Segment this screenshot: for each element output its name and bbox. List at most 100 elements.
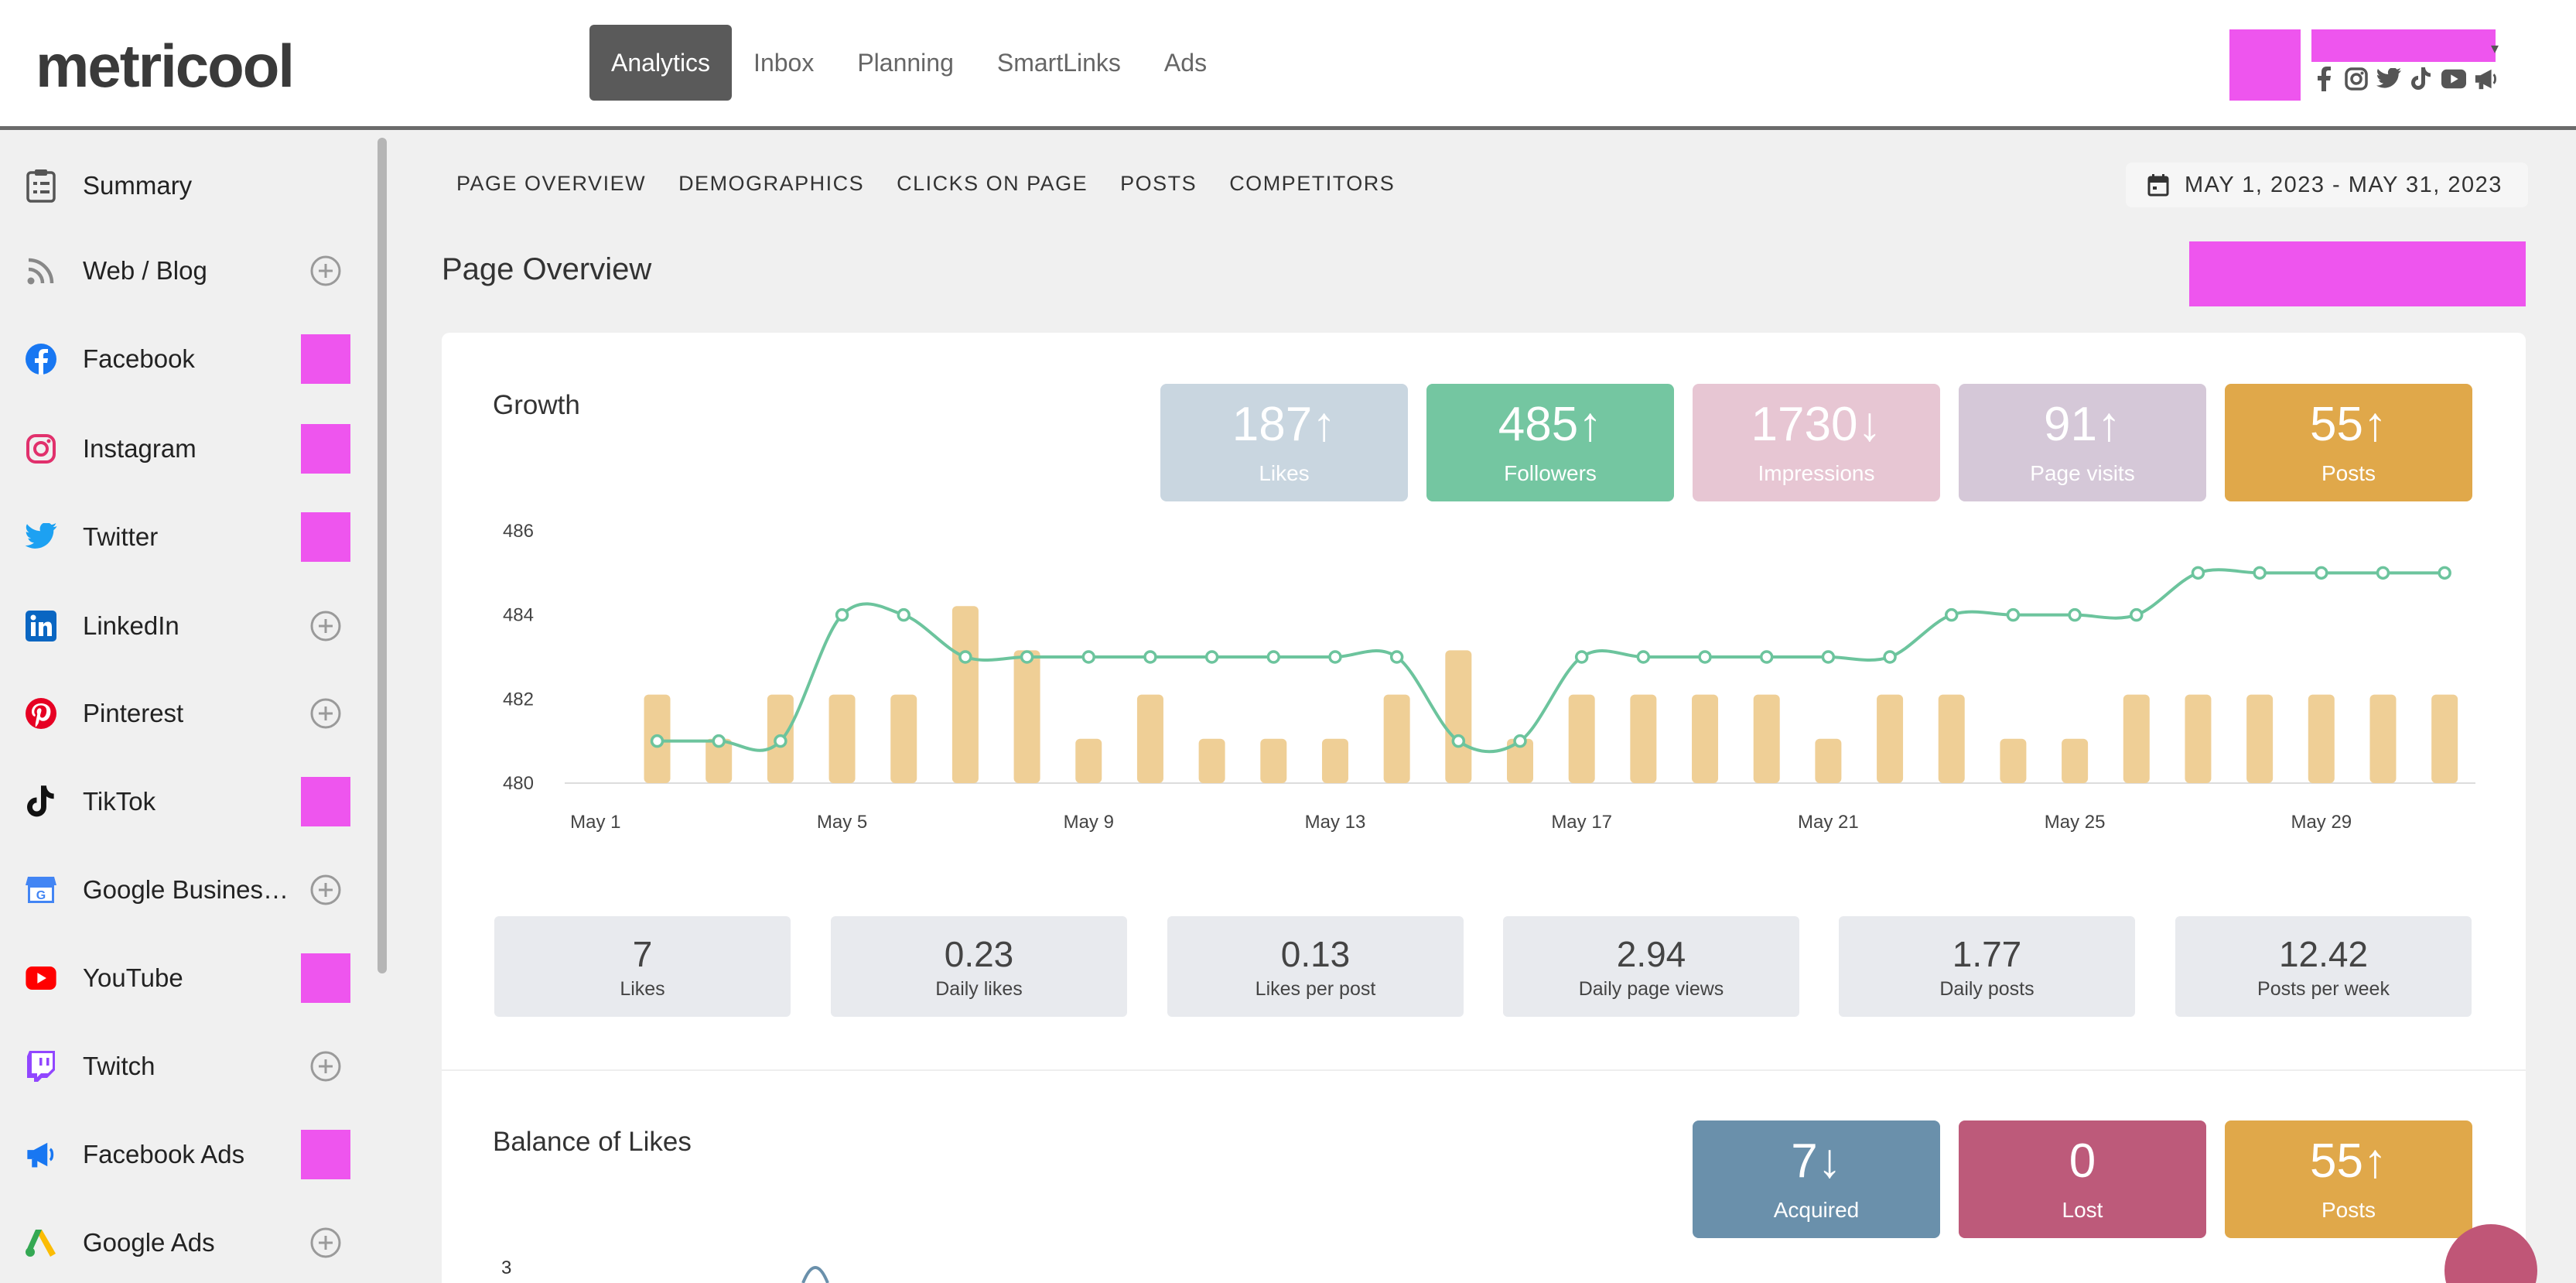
add-circle-icon[interactable] — [309, 610, 342, 642]
stat-daily-posts: 1.77 Daily posts — [1839, 916, 2135, 1017]
kpi-value: 485 — [1498, 398, 1579, 451]
x-tick-label: May 1 — [570, 812, 620, 833]
connected-account-redacted[interactable] — [301, 334, 350, 384]
sidebar-item-twitch[interactable]: Twitch — [0, 1024, 371, 1109]
sidebar-item-label: Web / Blog — [83, 256, 207, 285]
stat-value: 0.13 — [1280, 934, 1351, 974]
stat-likes-per-post: 0.13 Likes per post — [1167, 916, 1464, 1017]
kpi-label: Posts — [2321, 1198, 2376, 1222]
stat-label: Daily posts — [1939, 978, 2034, 1000]
bar-posts — [890, 694, 917, 783]
kpi-page-visits[interactable]: 91↑ Page visits — [1959, 384, 2206, 501]
sidebar-item-pinterest[interactable]: Pinterest — [0, 671, 371, 756]
kpi-value: 91 — [2044, 398, 2097, 451]
bar-posts — [2123, 694, 2150, 783]
linkedin-icon — [23, 608, 59, 644]
date-range-picker[interactable]: MAY 1, 2023 - MAY 31, 2023 — [2126, 163, 2528, 207]
kpi-acquired[interactable]: 7↓ Acquired — [1693, 1120, 1940, 1238]
sidebar-item-instagram[interactable]: Instagram — [0, 406, 371, 491]
tab-posts[interactable]: POSTS — [1120, 172, 1197, 195]
x-tick-label: May 17 — [1551, 812, 1612, 833]
kpi-value: 0 — [2069, 1134, 2096, 1188]
point-followers — [897, 607, 910, 622]
stat-label: Daily likes — [935, 978, 1023, 1000]
nav-ads[interactable]: Ads — [1163, 48, 1208, 77]
x-tick-label: May 21 — [1798, 812, 1859, 833]
section-tabs: PAGE OVERVIEW DEMOGRAPHICS CLICKS ON PAG… — [456, 172, 1395, 196]
add-circle-icon[interactable] — [309, 1227, 342, 1259]
bar-posts — [1815, 738, 1842, 783]
sidebar-scroll-thumb[interactable] — [378, 138, 387, 973]
x-tick-label: May 5 — [817, 812, 867, 833]
tab-demographics[interactable]: DEMOGRAPHICS — [678, 172, 865, 195]
sidebar-item-google-ads[interactable]: Google Ads — [0, 1200, 371, 1283]
point-followers — [1328, 650, 1342, 664]
add-circle-icon[interactable] — [309, 874, 342, 906]
sidebar-item-twitter[interactable]: Twitter — [0, 494, 371, 580]
tab-page-overview[interactable]: PAGE OVERVIEW — [456, 172, 647, 195]
nav-inbox[interactable]: Inbox — [753, 48, 815, 77]
sidebar-item-google-business[interactable]: G Google Busines… — [0, 847, 371, 932]
bar-posts — [1198, 738, 1225, 783]
connected-account-redacted[interactable] — [301, 512, 350, 562]
bar-posts — [1877, 694, 1904, 783]
sidebar-item-summary[interactable]: Summary — [0, 143, 371, 228]
bar-posts — [1630, 694, 1657, 783]
account-avatar[interactable] — [2229, 29, 2301, 101]
redacted-button[interactable] — [2189, 241, 2526, 306]
bar-posts — [2431, 694, 2458, 783]
bar-posts — [1692, 694, 1719, 783]
tab-clicks-on-page[interactable]: CLICKS ON PAGE — [897, 172, 1088, 195]
stat-value: 1.77 — [1952, 934, 2022, 974]
connected-account-redacted[interactable] — [301, 1130, 350, 1179]
pinterest-icon — [23, 696, 59, 731]
nav-planning[interactable]: Planning — [857, 48, 954, 77]
sidebar-item-facebook[interactable]: Facebook — [0, 316, 371, 402]
kpi-label: Followers — [1504, 461, 1597, 485]
nav-smartlinks[interactable]: SmartLinks — [996, 48, 1121, 77]
sidebar-item-tiktok[interactable]: TikTok — [0, 759, 371, 844]
sidebar-item-label: Google Busines… — [83, 875, 289, 904]
facebook-icon — [23, 341, 59, 377]
point-followers — [2376, 566, 2390, 580]
connected-account-redacted[interactable] — [301, 953, 350, 1003]
bar-posts — [951, 606, 979, 783]
stat-daily-likes: 0.23 Daily likes — [831, 916, 1127, 1017]
add-circle-icon[interactable] — [309, 1050, 342, 1083]
add-circle-icon[interactable] — [309, 697, 342, 730]
sidebar-item-linkedin[interactable]: LinkedIn — [0, 583, 371, 669]
account-name-redacted[interactable] — [2311, 29, 2496, 62]
arrow-up-icon: ↑ — [2362, 398, 2387, 451]
sidebar-item-web-blog[interactable]: Web / Blog — [0, 228, 371, 313]
sidebar-item-label: YouTube — [83, 963, 183, 992]
sidebar-item-youtube[interactable]: YouTube — [0, 936, 371, 1021]
sidebar-item-label: Facebook — [83, 344, 195, 373]
tab-competitors[interactable]: COMPETITORS — [1229, 172, 1396, 195]
nav-analytics[interactable]: Analytics — [589, 25, 733, 101]
kpi-balance-posts[interactable]: 55↑ Posts — [2225, 1120, 2472, 1238]
arrow-up-icon: ↑ — [2362, 1134, 2387, 1188]
add-circle-icon[interactable] — [309, 255, 342, 287]
connected-account-redacted[interactable] — [301, 777, 350, 826]
sidebar-item-facebook-ads[interactable]: Facebook Ads — [0, 1112, 371, 1197]
kpi-impressions[interactable]: 1730↓ Impressions — [1693, 384, 1940, 501]
kpi-followers[interactable]: 485↑ Followers — [1426, 384, 1674, 501]
point-followers — [1204, 650, 1219, 664]
sidebar-item-label: Summary — [83, 171, 193, 200]
point-followers — [1143, 650, 1157, 664]
bar-posts — [705, 738, 733, 783]
kpi-value: 7 — [1791, 1134, 1818, 1188]
stat-posts-per-week: 12.42 Posts per week — [2175, 916, 2472, 1017]
point-followers — [2191, 566, 2205, 580]
chevron-down-icon[interactable]: ▾ — [2491, 40, 2499, 57]
kpi-likes[interactable]: 187↑ Likes — [1160, 384, 1408, 501]
date-range-label: MAY 1, 2023 - MAY 31, 2023 — [2185, 172, 2503, 197]
connected-account-redacted[interactable] — [301, 424, 350, 474]
kpi-posts[interactable]: 55↑ Posts — [2225, 384, 2472, 501]
kpi-lost[interactable]: 0 Lost — [1959, 1120, 2206, 1238]
stat-label: Daily page views — [1578, 978, 1724, 1000]
point-followers — [774, 734, 787, 748]
rss-icon — [23, 253, 59, 289]
google-ads-icon — [23, 1225, 59, 1261]
metricool-logo[interactable]: metricool — [36, 32, 295, 100]
